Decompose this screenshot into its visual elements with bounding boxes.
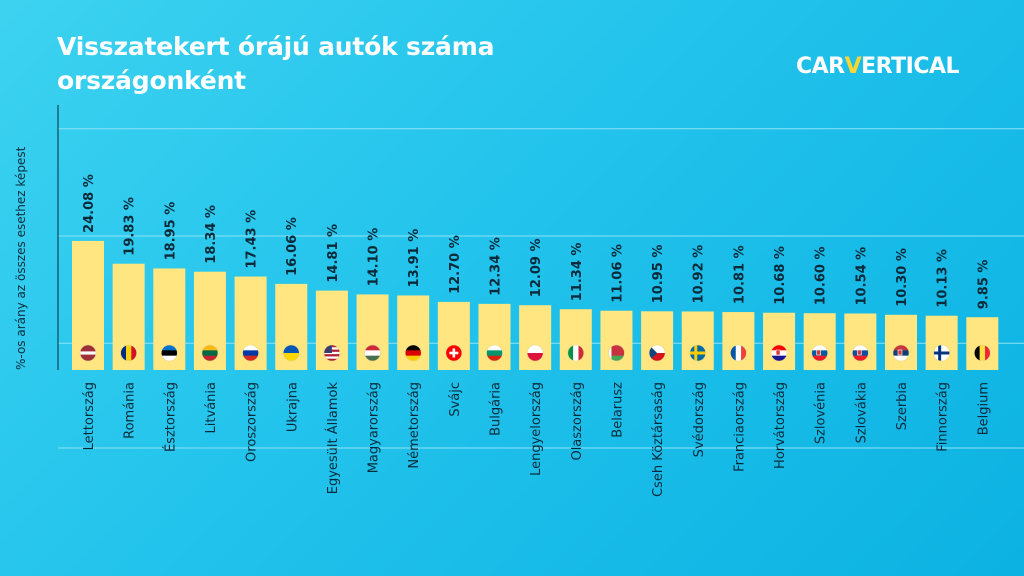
finland-flag-icon (933, 344, 950, 362)
switzerland-flag-icon (445, 344, 463, 362)
data-label: 18.34 % (204, 205, 219, 264)
x-tick-label: Ukrajna (285, 382, 300, 432)
x-tick-label: Lettország (82, 382, 97, 450)
x-tick-label: Románia (123, 382, 138, 439)
usa-flag-icon (323, 344, 341, 362)
bar-Finnország (925, 315, 958, 370)
x-tick-label: Olaszország (570, 382, 585, 461)
x-tick-label: Franciaország (732, 382, 747, 472)
czech-flag-icon (648, 344, 666, 362)
data-label: 10.95 % (651, 245, 666, 304)
germany-flag-icon (404, 344, 422, 362)
data-label: 24.08 % (82, 174, 97, 233)
x-tick-label: Litvánia (204, 382, 219, 433)
belgium-flag-icon (973, 344, 991, 362)
bar-Belgium (966, 317, 999, 370)
bar-Franciaország (722, 312, 755, 370)
x-tick-label: Finnország (936, 382, 951, 452)
estonia-flag-icon (161, 344, 178, 362)
data-label: 18.95 % (163, 202, 178, 261)
bulgaria-flag-icon (486, 344, 503, 362)
belarus-flag-icon (608, 344, 625, 362)
x-tick-label: Svájc (448, 382, 463, 417)
carvertical-logo: CARVERTICAL (796, 54, 960, 79)
x-tick-label: Oroszország (245, 382, 260, 462)
x-tick-label: Észtország (162, 382, 178, 452)
ukraine-flag-icon (282, 344, 300, 362)
x-tick-label: Szerbia (895, 382, 910, 430)
chart-title-line2: országonként (57, 66, 246, 95)
slovenia-flag-icon (811, 344, 829, 362)
italy-flag-icon (567, 344, 585, 362)
data-label: 12.34 % (489, 237, 504, 296)
slovakia-flag-icon (852, 344, 869, 362)
chart-title: Visszatekert órájú autók száma országonk… (57, 30, 677, 98)
data-label: 10.54 % (854, 247, 869, 306)
x-tick-label: Belarusz (610, 382, 625, 438)
latvia-flag-icon (79, 344, 97, 362)
x-tick-label: Magyarország (367, 382, 382, 473)
data-label: 11.34 % (570, 243, 585, 302)
bar-Szerbia (885, 314, 917, 370)
data-label: 12.09 % (529, 239, 544, 298)
france-flag-icon (730, 344, 747, 362)
data-label: 9.85 % (976, 260, 991, 310)
x-tick-label: Belgium (976, 382, 991, 435)
x-tick-label: Svédország (692, 382, 707, 457)
data-label: 10.68 % (773, 246, 788, 305)
data-label: 19.83 % (123, 197, 138, 256)
data-label: 11.06 % (610, 244, 625, 303)
x-tick-label: Szlovákia (854, 382, 869, 443)
serbia-flag-icon (892, 344, 910, 362)
romania-flag-icon (120, 344, 137, 362)
data-label: 17.43 % (245, 210, 260, 269)
data-label: 10.13 % (936, 249, 951, 308)
hungary-flag-icon (364, 344, 381, 362)
sweden-flag-icon (689, 344, 707, 362)
x-tick-label: Szlovénia (814, 382, 829, 444)
data-label: 10.60 % (814, 247, 829, 306)
chart-title-line1: Visszatekert órájú autók száma (57, 32, 495, 61)
x-tick-label: Egyesült Államok (325, 382, 341, 495)
x-tick-label: Lengyelország (529, 382, 544, 476)
data-label: 14.10 % (367, 228, 382, 287)
x-tick-label: Bulgária (489, 382, 504, 436)
bar-Szlovákia (844, 313, 877, 370)
data-label: 16.06 % (285, 217, 300, 276)
data-label: 10.81 % (732, 245, 747, 304)
russia-flag-icon (242, 344, 259, 362)
data-label: 14.81 % (326, 224, 341, 283)
data-label: 10.30 % (895, 248, 910, 307)
x-tick-label: Németország (407, 382, 422, 469)
x-tick-label: Horvátország (773, 382, 788, 469)
x-tick-label: Cseh Köztársaság (651, 382, 666, 497)
bar-Szlovénia (803, 313, 836, 370)
data-label: 12.70 % (448, 235, 463, 294)
bar-Horvátország (763, 312, 796, 370)
poland-flag-icon (526, 344, 544, 362)
lithuania-flag-icon (201, 344, 219, 362)
croatia-flag-icon (770, 344, 788, 362)
data-label: 10.92 % (692, 245, 707, 304)
data-label: 13.91 % (407, 229, 422, 288)
